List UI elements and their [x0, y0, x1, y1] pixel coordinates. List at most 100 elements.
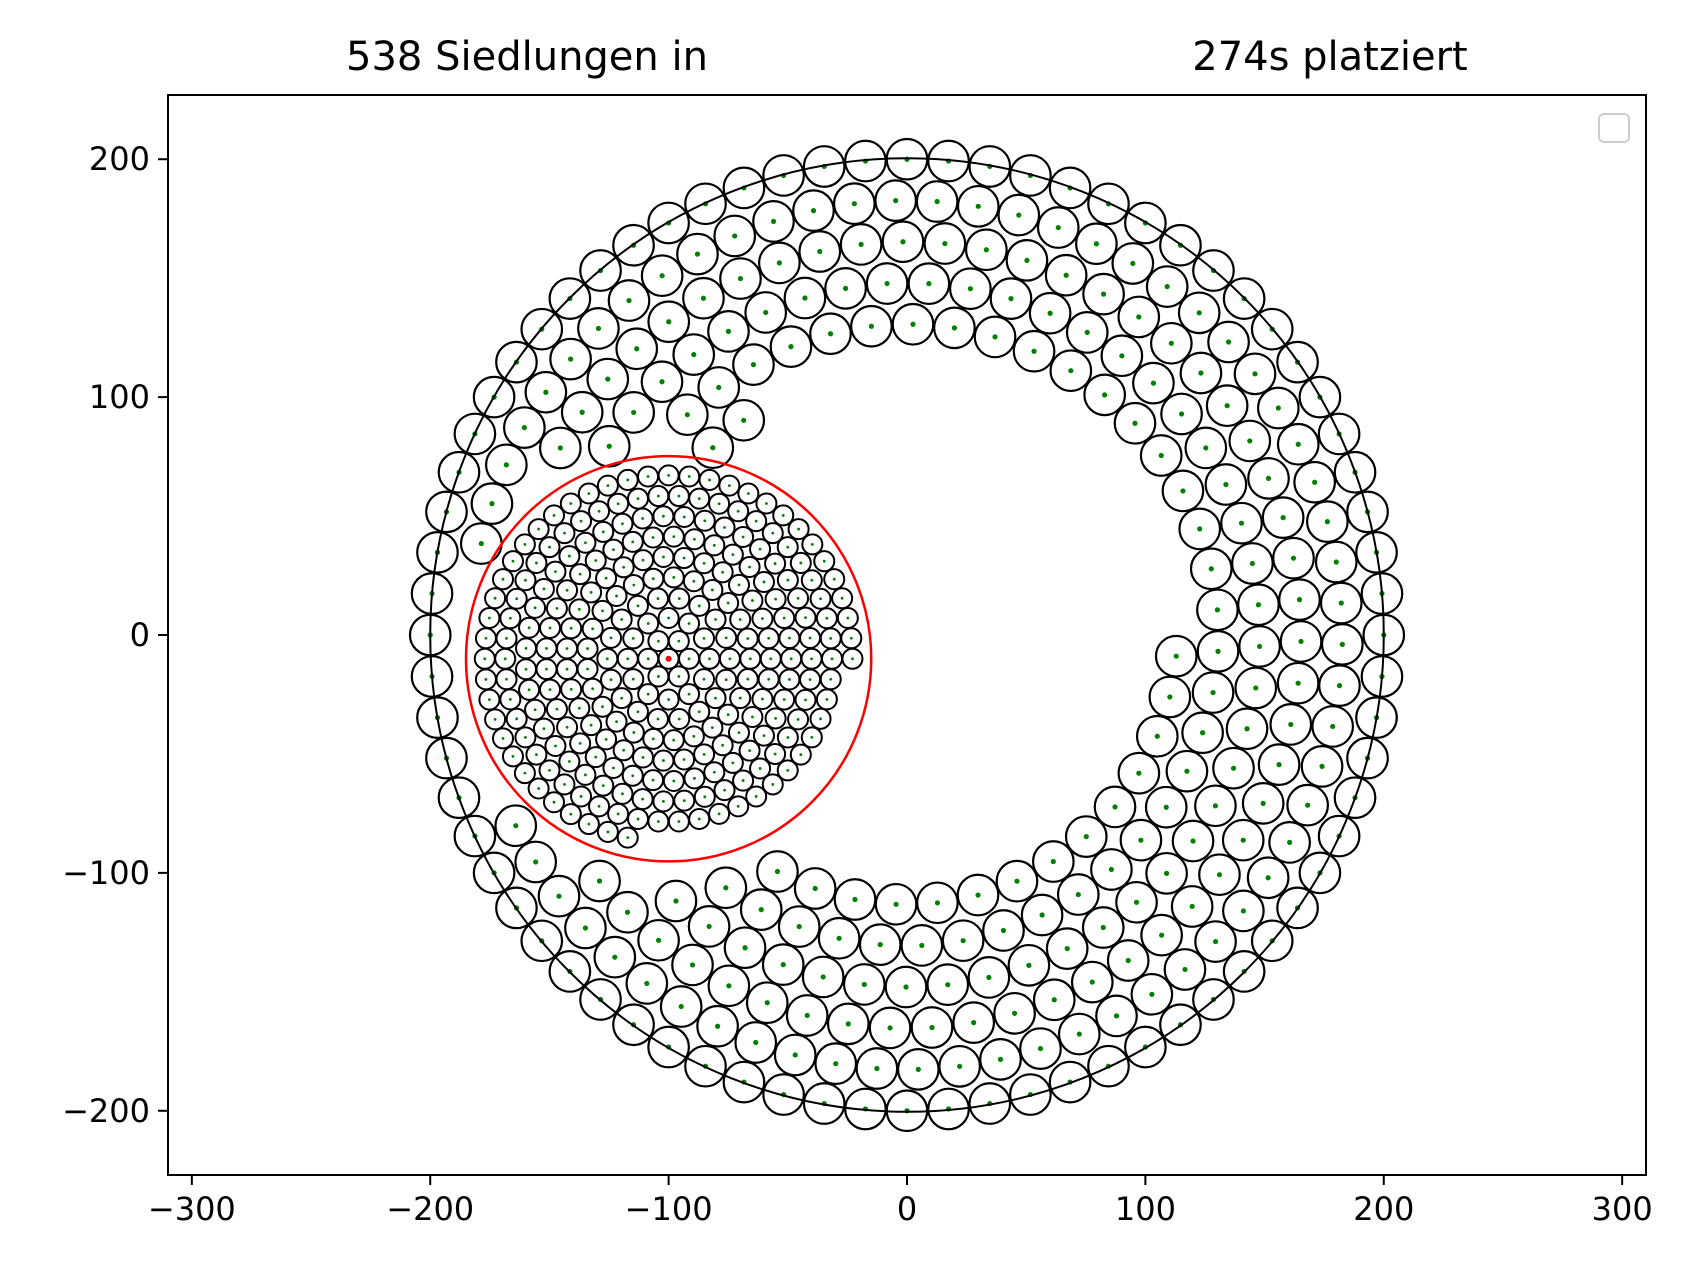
settlement-circle	[1234, 666, 1278, 710]
settlement-circle	[1268, 821, 1311, 864]
settlement-center	[1102, 392, 1108, 398]
settlement-circle	[1148, 675, 1192, 719]
settlement-circle	[579, 249, 622, 292]
settlement-circle	[1360, 655, 1404, 698]
settlement-center	[682, 556, 686, 560]
settlement-center	[672, 576, 676, 579]
settlement-circle	[1083, 373, 1127, 417]
settlement-center	[967, 286, 973, 292]
settlement-circle	[721, 543, 744, 566]
settlement-center	[524, 667, 528, 671]
settlement-center	[609, 636, 613, 640]
settlement-circle	[982, 909, 1025, 952]
settlement-center	[1214, 607, 1221, 613]
settlement-circle	[1256, 386, 1300, 430]
settlement-circle	[1130, 972, 1174, 1016]
settlement-center	[563, 783, 566, 786]
settlement-circle	[704, 866, 748, 910]
settlement-center	[929, 1024, 935, 1031]
settlement-center	[1026, 962, 1032, 968]
settlement-circle	[1117, 295, 1161, 339]
settlement-center	[706, 923, 712, 930]
settlement-center	[1333, 559, 1339, 565]
settlement-center	[657, 639, 660, 643]
settlement-circle	[697, 366, 741, 409]
settlement-center	[1223, 481, 1229, 488]
settlement-circle	[732, 525, 755, 549]
legend-box	[1598, 113, 1630, 143]
x-tick-label: 200	[1353, 1190, 1414, 1228]
settlement-center	[694, 251, 701, 257]
settlement-circle	[956, 873, 1000, 917]
settlement-circle	[787, 587, 810, 610]
settlement-center	[919, 942, 925, 949]
settlement-center	[615, 594, 618, 598]
settlement-center	[693, 776, 696, 780]
settlement-circle	[739, 888, 783, 931]
settlement-circle	[581, 617, 604, 640]
settlement-center	[682, 758, 686, 761]
settlement-center	[971, 1020, 977, 1026]
settlement-center	[1108, 866, 1115, 873]
settlement-center	[508, 616, 512, 620]
settlement-circle	[610, 687, 633, 710]
settlement-circle	[802, 1082, 846, 1125]
settlement-center	[700, 295, 707, 301]
settlement-circle	[605, 584, 628, 607]
settlement-circle	[758, 241, 801, 285]
settlement-circle	[993, 991, 1036, 1035]
settlement-circle	[538, 759, 561, 782]
settlement-center	[524, 578, 527, 582]
settlement-circle	[777, 905, 821, 948]
settlement-circle	[881, 220, 925, 264]
settlement-center	[1196, 310, 1202, 316]
settlement-center	[1225, 339, 1232, 345]
settlement-circle	[1009, 1073, 1052, 1116]
settlement-circle	[776, 726, 799, 749]
settlement-center	[703, 795, 707, 799]
settlement-circle	[437, 450, 481, 494]
settlement-center	[662, 759, 665, 762]
settlement-circle	[1261, 496, 1305, 539]
settlement-center	[687, 475, 691, 478]
settlement-circle	[682, 276, 725, 320]
settlement-center	[565, 647, 569, 650]
settlement-circle	[587, 424, 631, 468]
settlement-center	[1055, 224, 1061, 231]
settlement-circle	[927, 139, 970, 183]
settlement-circle	[1231, 542, 1274, 585]
settlement-circle	[683, 767, 706, 790]
settlement-center	[741, 779, 745, 782]
settlement-center	[1295, 680, 1301, 686]
settlement-circle	[665, 393, 709, 437]
x-tick-label: −300	[148, 1190, 236, 1228]
settlement-circle	[592, 774, 615, 797]
settlement-center	[1024, 257, 1030, 263]
settlement-center	[661, 514, 665, 518]
settlement-circle	[687, 905, 731, 948]
settlement-center	[712, 543, 716, 547]
settlement-circle	[729, 608, 752, 631]
settlement-center	[723, 526, 726, 529]
settlement-circle	[593, 935, 637, 979]
settlement-circle	[1355, 696, 1398, 739]
settlement-center	[942, 240, 948, 247]
settlement-center	[508, 697, 512, 701]
settlement-circle	[1045, 927, 1089, 970]
settlement-center	[616, 502, 620, 506]
settlement-center	[646, 475, 650, 478]
settlement-center	[1256, 643, 1263, 650]
settlement-circle	[1276, 661, 1320, 705]
settlement-center	[746, 677, 750, 681]
y-tick-label: −100	[62, 854, 150, 892]
settlement-center	[1178, 411, 1185, 417]
settlement-center	[641, 797, 645, 801]
settlement-circle	[577, 482, 600, 505]
settlement-circle	[776, 569, 799, 592]
settlement-circle	[494, 804, 538, 848]
settlement-circle	[967, 956, 1011, 999]
settlement-circle	[584, 549, 607, 572]
settlement-circle	[657, 607, 680, 630]
y-tick-label: 100	[89, 378, 150, 416]
settlement-center	[533, 859, 539, 865]
